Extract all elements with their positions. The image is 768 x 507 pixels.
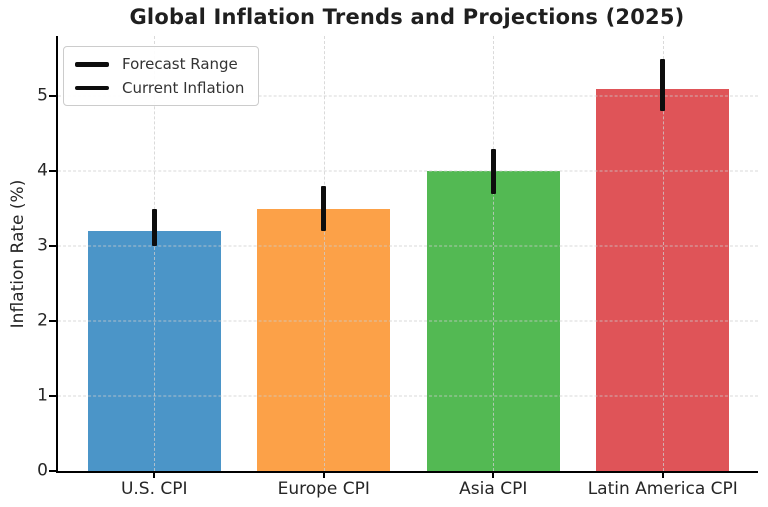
legend-label-current-inflation: Current Inflation [122, 79, 245, 97]
chart-title: Global Inflation Trends and Projections … [129, 5, 685, 29]
legend-swatch-forecast-range [75, 61, 109, 67]
x-tick-label-latin-america-cpi: Latin America CPI [587, 479, 738, 499]
y-tick-label-1: 1 [37, 385, 48, 406]
error-bar-europe-cpi [321, 186, 327, 231]
error-bar-u-s-cpi [151, 208, 157, 246]
x-tick-mark-u-s-cpi [153, 471, 156, 478]
x-tick-label-asia-cpi: Asia CPI [459, 479, 528, 499]
y-tick-mark-4 [49, 170, 58, 172]
error-bar-asia-cpi [490, 148, 496, 194]
plot-area: Forecast Range Current Inflation 0 1 2 3 4 5 U.… [37, 36, 758, 498]
y-tick-label-5: 5 [37, 85, 48, 106]
x-tick-label-u-s-cpi: U.S. CPI [120, 479, 188, 499]
y-tick-mark-5 [49, 95, 58, 97]
x-tick-mark-latin-america-cpi [661, 471, 664, 478]
bar-u-s-cpi [87, 231, 221, 471]
x-tick-mark-europe-cpi [322, 471, 325, 478]
y-tick-mark-1 [49, 395, 58, 397]
y-tick-label-3: 3 [37, 235, 48, 256]
legend: Forecast Range Current Inflation [63, 46, 260, 106]
legend-entry-forecast-range: Forecast Range [75, 55, 244, 73]
x-tick-mark-asia-cpi [492, 471, 495, 478]
y-tick-label-2: 2 [37, 310, 48, 331]
legend-entry-current-inflation: Current Inflation [75, 79, 244, 97]
y-axis-label: Inflation Rate (%) [8, 179, 28, 329]
y-tick-mark-0 [49, 470, 58, 472]
y-tick-label-0: 0 [37, 460, 48, 481]
x-tick-label-europe-cpi: Europe CPI [277, 479, 370, 499]
y-tick-mark-3 [49, 245, 58, 247]
y-tick-mark-2 [49, 320, 58, 322]
bar-europe-cpi [257, 208, 391, 471]
error-bar-latin-america-cpi [660, 58, 666, 111]
y-tick-label-4: 4 [37, 160, 48, 181]
legend-label-forecast-range: Forecast Range [122, 55, 238, 73]
legend-swatch-current-inflation [75, 86, 109, 90]
